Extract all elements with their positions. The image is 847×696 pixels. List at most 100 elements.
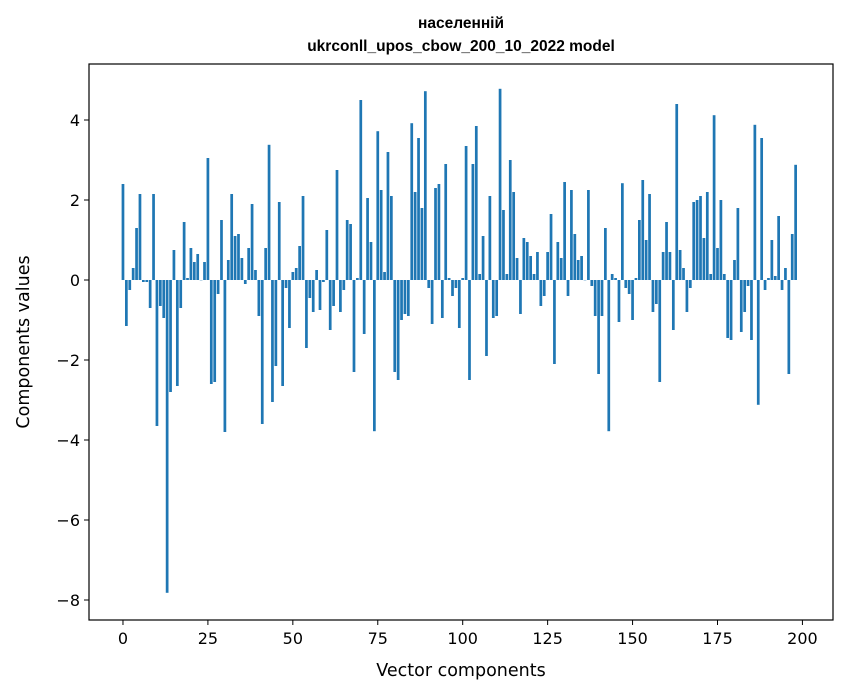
bar	[743, 280, 747, 312]
bar	[179, 280, 183, 308]
bar	[410, 123, 414, 280]
bar	[260, 280, 264, 424]
bar	[746, 280, 750, 286]
bar	[692, 202, 696, 280]
bar	[175, 280, 179, 386]
bar	[369, 242, 373, 280]
bar	[206, 158, 210, 280]
bar	[328, 280, 332, 330]
y-tick-label: 4	[70, 111, 80, 130]
bar	[294, 268, 298, 280]
bar	[169, 280, 172, 392]
bar	[644, 240, 648, 280]
bar	[192, 262, 196, 280]
bar	[461, 278, 465, 280]
bar	[563, 182, 566, 280]
bar	[376, 131, 380, 280]
bar	[305, 280, 308, 348]
bar	[729, 280, 733, 340]
x-tick-label: 175	[702, 629, 733, 648]
bar	[481, 236, 485, 280]
bar	[784, 268, 787, 280]
bar	[311, 280, 315, 312]
bar	[131, 268, 135, 280]
bar	[454, 280, 458, 288]
bar	[702, 238, 706, 280]
x-tick-label: 150	[617, 629, 648, 648]
y-tick-label: −8	[56, 591, 80, 610]
bar	[593, 280, 597, 316]
bar	[284, 280, 288, 288]
bar	[719, 200, 723, 280]
bar	[423, 91, 427, 280]
bar	[627, 280, 631, 294]
bar	[638, 220, 641, 280]
bar	[549, 214, 553, 280]
bar	[515, 258, 519, 280]
bar	[617, 280, 621, 322]
bar	[668, 252, 672, 280]
bar	[145, 280, 149, 282]
bar	[254, 270, 257, 280]
bar	[634, 278, 638, 280]
bar	[624, 280, 628, 288]
bar	[736, 208, 740, 280]
x-tick-label: 0	[118, 629, 128, 648]
bar	[301, 196, 305, 280]
bar	[325, 230, 329, 280]
bar	[556, 242, 560, 280]
chart-title-line-1: населенній	[418, 15, 504, 32]
bar	[451, 280, 454, 296]
bar	[152, 194, 155, 280]
bar	[189, 248, 193, 280]
bar	[393, 280, 397, 372]
y-axis-ticks: −8 −6 −4 −2 0 2 4	[56, 111, 89, 610]
y-tick-label: 0	[70, 271, 80, 290]
bar	[495, 280, 499, 316]
bar	[138, 194, 142, 280]
bar	[291, 272, 295, 280]
bar	[573, 234, 577, 280]
bar	[709, 274, 713, 280]
x-tick-label: 100	[447, 629, 478, 648]
bar	[264, 248, 268, 280]
bar	[359, 100, 363, 280]
bar	[257, 280, 261, 316]
bar	[770, 240, 774, 280]
y-tick-label: 2	[70, 191, 80, 210]
bar	[610, 274, 614, 280]
bar	[318, 280, 322, 310]
bar	[498, 88, 502, 280]
bar	[566, 280, 570, 296]
bar	[373, 280, 376, 432]
bar	[790, 234, 794, 280]
y-tick-label: −4	[56, 431, 80, 450]
bar	[648, 194, 651, 280]
bar	[570, 190, 573, 280]
bar	[753, 124, 757, 280]
bar	[332, 280, 335, 306]
bar	[685, 280, 689, 312]
bar	[186, 278, 189, 280]
bar	[464, 146, 468, 280]
bar	[536, 252, 539, 280]
bar	[223, 280, 227, 432]
bar	[250, 204, 254, 280]
bar	[699, 196, 702, 280]
bar	[654, 280, 658, 304]
bar	[478, 274, 482, 280]
bar	[682, 268, 685, 280]
bar	[658, 280, 662, 382]
bar	[203, 262, 206, 280]
bar	[750, 280, 753, 340]
bar	[471, 164, 475, 280]
bar	[288, 280, 291, 328]
y-tick-label: −2	[56, 351, 80, 370]
bar	[237, 234, 240, 280]
bar	[675, 104, 679, 280]
bar	[128, 280, 132, 290]
bar	[688, 280, 692, 288]
x-axis-label: Vector components	[376, 661, 545, 681]
bar	[440, 280, 444, 318]
bar	[468, 280, 471, 380]
